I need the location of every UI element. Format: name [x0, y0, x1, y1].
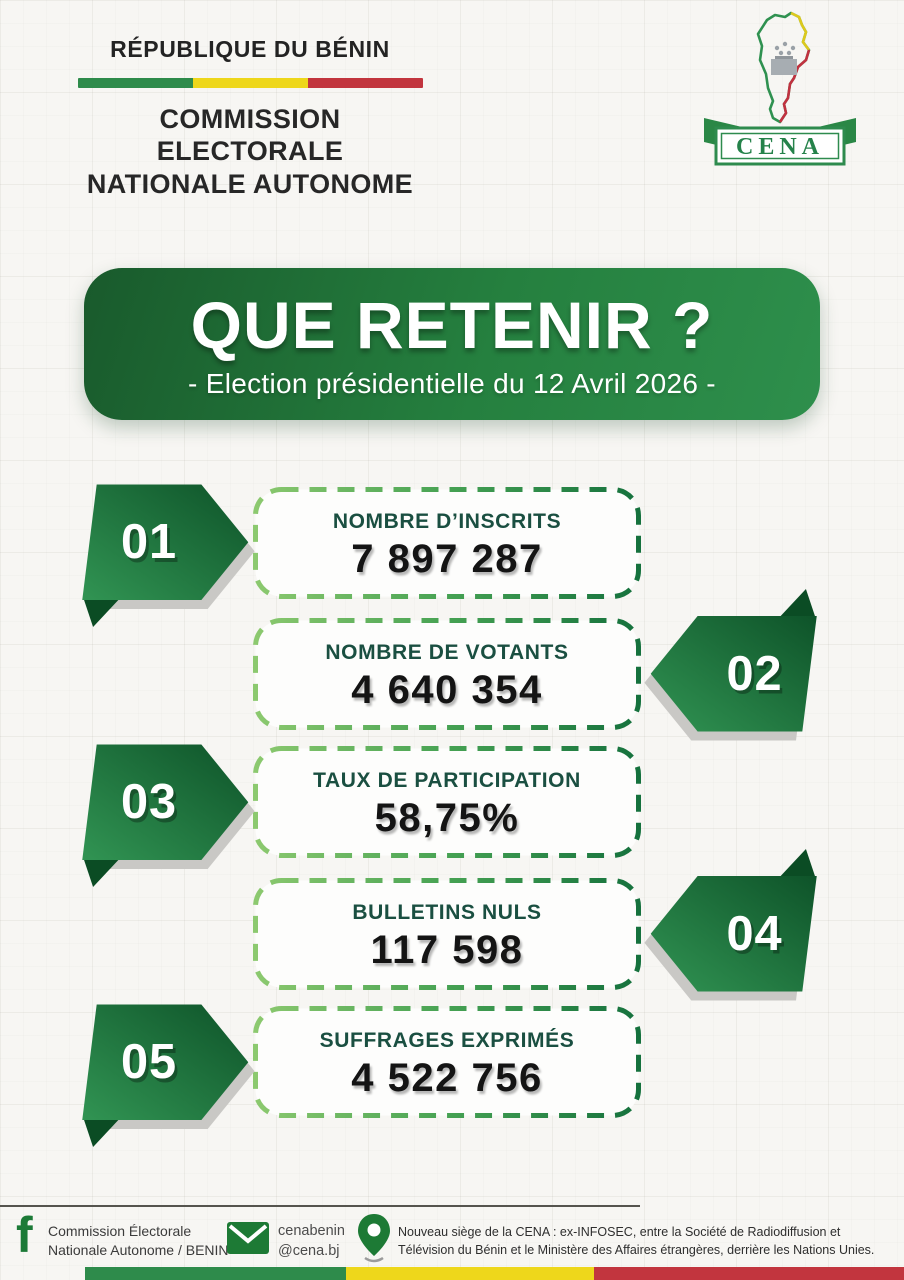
badge-number-shadow: 01 [124, 519, 180, 573]
flag-red-segment [594, 1267, 904, 1280]
flag-red-segment [307, 78, 423, 88]
stat-label: SUFFRAGES EXPRIMÉS [319, 1029, 575, 1052]
org-title: COMMISSION ELECTORALE NATIONALE AUTONOME [76, 103, 424, 200]
main-banner: QUE RETENIR ? - Election présidentielle … [84, 268, 820, 420]
stat-value: 4 640 354 [351, 668, 543, 712]
banner-subtitle: - Election présidentielle du 12 Avril 20… [188, 368, 716, 399]
bottom-flag-stripe [85, 1267, 904, 1280]
email-address-line1: cenabenin [278, 1223, 345, 1239]
email-icon [227, 1222, 269, 1254]
badge-number-shadow: 04 [729, 910, 785, 964]
org-title-line2: NATIONALE AUTONOME [86, 168, 414, 199]
stat-card-bulletins-nuls: BULLETINS NULS 117 598 [252, 877, 642, 991]
dashed-border [253, 487, 641, 599]
badge-03: 03 03 [82, 744, 255, 888]
address-line2: Télévision du Bénin et le Ministère des … [398, 1243, 875, 1258]
stat-card-suffrages: SUFFRAGES EXPRIMÉS 4 522 756 [252, 1005, 642, 1119]
banner-title: QUE RETENIR ? [190, 288, 714, 362]
stat-value: 7 897 287 [351, 537, 543, 581]
address-line1: Nouveau siège de la CENA : ex-INFOSEC, e… [398, 1225, 841, 1239]
badge-number: 03 [121, 775, 177, 829]
badge-02: 02 02 [644, 588, 817, 741]
facebook-handle-line1: Commission Électorale [48, 1223, 192, 1239]
address-text: Nouveau siège de la CENA : ex-INFOSEC, e… [398, 1223, 890, 1259]
stat-value: 58,75% [374, 796, 520, 840]
facebook-handle-line2: Nationale Autonome / BENIN [48, 1242, 229, 1259]
benin-map-icon [756, 11, 811, 124]
flag-green-segment [77, 78, 193, 88]
org-title-line1: COMMISSION ELECTORALE [156, 104, 344, 167]
email-address: cenabenin @cena.bj [278, 1221, 345, 1261]
flag-stripe [77, 78, 423, 88]
stat-value: 117 598 [370, 928, 524, 972]
badge-number: 05 [121, 1035, 177, 1089]
stat-label: TAUX DE PARTICIPATION [313, 769, 581, 792]
facebook-handle: Commission Électorale Nationale Autonome… [48, 1222, 229, 1261]
cena-logo: CENA [704, 11, 856, 166]
cena-logo-text: CENA [736, 134, 824, 160]
flag-yellow-segment [192, 78, 308, 88]
stat-label: NOMBRE D’INSCRITS [332, 510, 562, 533]
ballot-box-icon [771, 41, 797, 75]
cena-banner: CENA [704, 118, 856, 166]
badge-number: 04 [726, 907, 782, 961]
dashed-border [253, 618, 641, 730]
badge-05: 05 05 [82, 1004, 255, 1148]
badge-number-shadow: 03 [124, 779, 180, 833]
stat-label: BULLETINS NULS [352, 901, 542, 924]
badge-01: 01 01 [82, 484, 255, 628]
badge-number-shadow: 05 [124, 1039, 180, 1093]
flag-yellow-segment [346, 1267, 594, 1280]
stat-label: NOMBRE DE VOTANTS [325, 641, 569, 664]
facebook-icon: f [16, 1207, 33, 1263]
country-title: RÉPUBLIQUE DU BÉNIN [110, 36, 390, 62]
dashed-border [253, 878, 641, 990]
flag-green-segment [85, 1267, 346, 1280]
stat-value: 4 522 756 [351, 1056, 543, 1100]
stat-card-votants: NOMBRE DE VOTANTS 4 640 354 [252, 617, 642, 731]
badge-number-shadow: 02 [729, 650, 785, 704]
email-address-line2: @cena.bj [278, 1243, 340, 1259]
header: RÉPUBLIQUE DU BÉNIN COMMISSION ELECTORAL… [76, 36, 424, 200]
dashed-border [253, 1006, 641, 1118]
badge-04: 04 04 [644, 848, 817, 1001]
location-pin-icon [358, 1214, 390, 1263]
stat-card-participation: TAUX DE PARTICIPATION 58,75% [252, 745, 642, 859]
badge-number: 02 [726, 647, 782, 701]
dashed-border [253, 746, 641, 858]
badge-number: 01 [121, 515, 177, 569]
stat-card-inscrits: NOMBRE D’INSCRITS 7 897 287 [252, 486, 642, 600]
footer-divider [0, 1205, 640, 1207]
